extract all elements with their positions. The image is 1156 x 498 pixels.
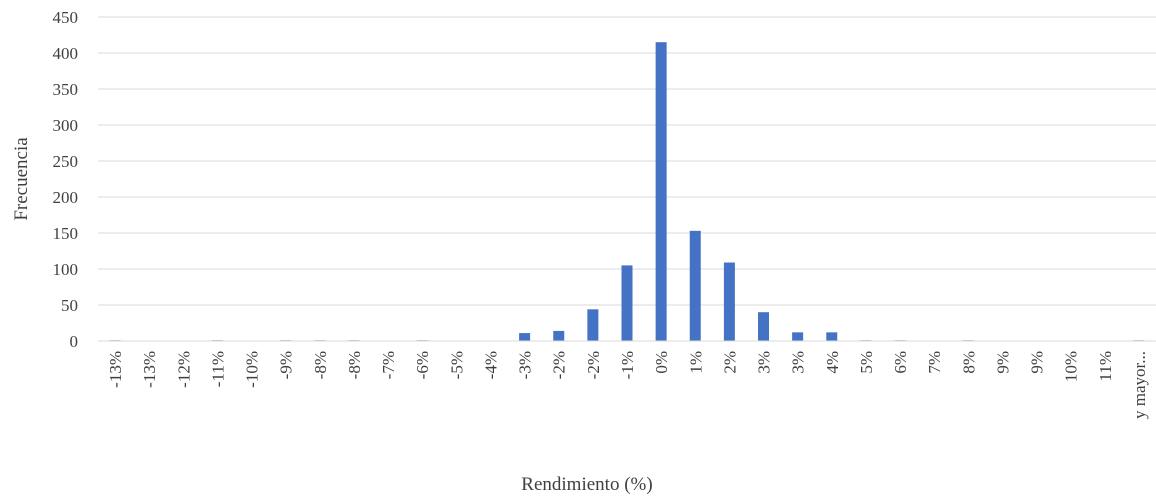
x-tick-label: 2%	[720, 351, 739, 374]
x-tick-label: 9%	[1028, 351, 1047, 374]
bar	[792, 332, 804, 341]
x-tick-label: 9%	[993, 351, 1012, 374]
x-tick-label: -6%	[413, 351, 432, 379]
x-tick-label: -10%	[243, 351, 262, 388]
x-tick-label: -13%	[106, 351, 125, 388]
y-tick-label: 350	[53, 80, 79, 99]
x-tick-label: -3%	[516, 351, 535, 379]
bar	[587, 309, 599, 341]
x-tick-label: -8%	[345, 351, 364, 379]
x-tick-label: y mayor...	[1130, 351, 1149, 419]
x-tick-label: -12%	[174, 351, 193, 388]
x-tick-label: -5%	[447, 351, 466, 379]
x-tick-label: 1%	[686, 351, 705, 374]
y-tick-label: 450	[53, 8, 79, 27]
y-tick-label: 200	[53, 188, 79, 207]
x-tick-label: -2%	[550, 351, 569, 379]
y-tick-label: 400	[53, 44, 79, 63]
x-axis-title: Rendimiento (%)	[521, 474, 652, 495]
x-axis-tick-labels: -13% -13% -12% -11% -10% -9% -8% -8% -7% -6% -5% -4…	[106, 351, 1149, 419]
y-axis-title: Frecuencia	[11, 137, 32, 221]
x-tick-label: 7%	[925, 351, 944, 374]
x-tick-label: 3%	[755, 351, 774, 374]
y-tick-label: 50	[61, 296, 78, 315]
y-tick-label: 0	[70, 332, 79, 351]
x-tick-label: 4%	[823, 351, 842, 374]
bar	[689, 230, 701, 341]
y-tick-label: 150	[53, 224, 79, 243]
x-tick-label: 0%	[652, 351, 671, 374]
x-tick-label: -8%	[311, 351, 330, 379]
x-tick-label: -4%	[481, 351, 500, 379]
x-tick-label: 5%	[857, 351, 876, 374]
bar	[553, 330, 565, 341]
bar	[826, 332, 838, 341]
x-tick-label: -11%	[208, 351, 227, 387]
x-tick-label: 11%	[1096, 351, 1115, 382]
x-tick-label: -13%	[140, 351, 159, 388]
x-tick-label: -1%	[618, 351, 637, 379]
y-tick-label: 100	[53, 260, 79, 279]
y-tick-label: 300	[53, 116, 79, 135]
x-tick-label: 3%	[789, 351, 808, 374]
bar	[723, 262, 735, 341]
bars	[109, 42, 1145, 341]
x-tick-label: 6%	[891, 351, 910, 374]
x-tick-label: -9%	[277, 351, 296, 379]
bar	[758, 312, 770, 341]
x-tick-label: -7%	[379, 351, 398, 379]
y-axis-tick-labels: 0 50 100 150 200 250 300 350 400 450	[53, 8, 79, 351]
gridlines	[98, 16, 1156, 306]
x-tick-label: 10%	[1062, 351, 1081, 382]
bar	[519, 333, 531, 341]
x-tick-label: -2%	[584, 351, 603, 379]
bar	[655, 42, 667, 341]
x-tick-label: 8%	[959, 351, 978, 374]
y-tick-label: 250	[53, 152, 79, 171]
bar	[621, 265, 633, 341]
